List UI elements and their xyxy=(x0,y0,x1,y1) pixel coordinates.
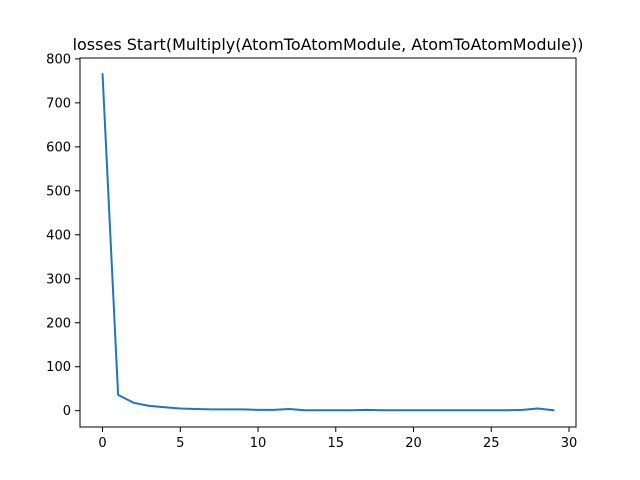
y-tick-label: 500 xyxy=(46,184,71,199)
y-tick-label: 700 xyxy=(46,96,71,111)
x-tick-label: 25 xyxy=(483,436,500,451)
y-tick-label: 800 xyxy=(46,52,71,67)
axes-frame xyxy=(79,57,577,428)
y-tick-label: 0 xyxy=(63,404,71,419)
chart-title: losses Start(Multiply(AtomToAtomModule, … xyxy=(73,35,584,54)
plot-area xyxy=(101,73,555,412)
y-tick-label: 300 xyxy=(46,272,71,287)
y-tick-label: 200 xyxy=(46,316,71,331)
x-tick-label: 10 xyxy=(250,436,267,451)
y-tick-label: 600 xyxy=(46,140,71,155)
x-tick-label: 20 xyxy=(405,436,422,451)
x-axis: 0 5 10 15 20 25 30 xyxy=(98,427,577,451)
x-tick-label: 0 xyxy=(98,436,106,451)
x-tick-label: 30 xyxy=(561,436,578,451)
x-tick-label: 5 xyxy=(176,436,184,451)
x-tick-label: 15 xyxy=(328,436,345,451)
y-axis: 0 100 200 300 400 500 600 700 800 xyxy=(46,52,80,419)
y-tick-label: 400 xyxy=(46,228,71,243)
series-line-0 xyxy=(101,73,555,412)
y-tick-label: 100 xyxy=(46,360,71,375)
